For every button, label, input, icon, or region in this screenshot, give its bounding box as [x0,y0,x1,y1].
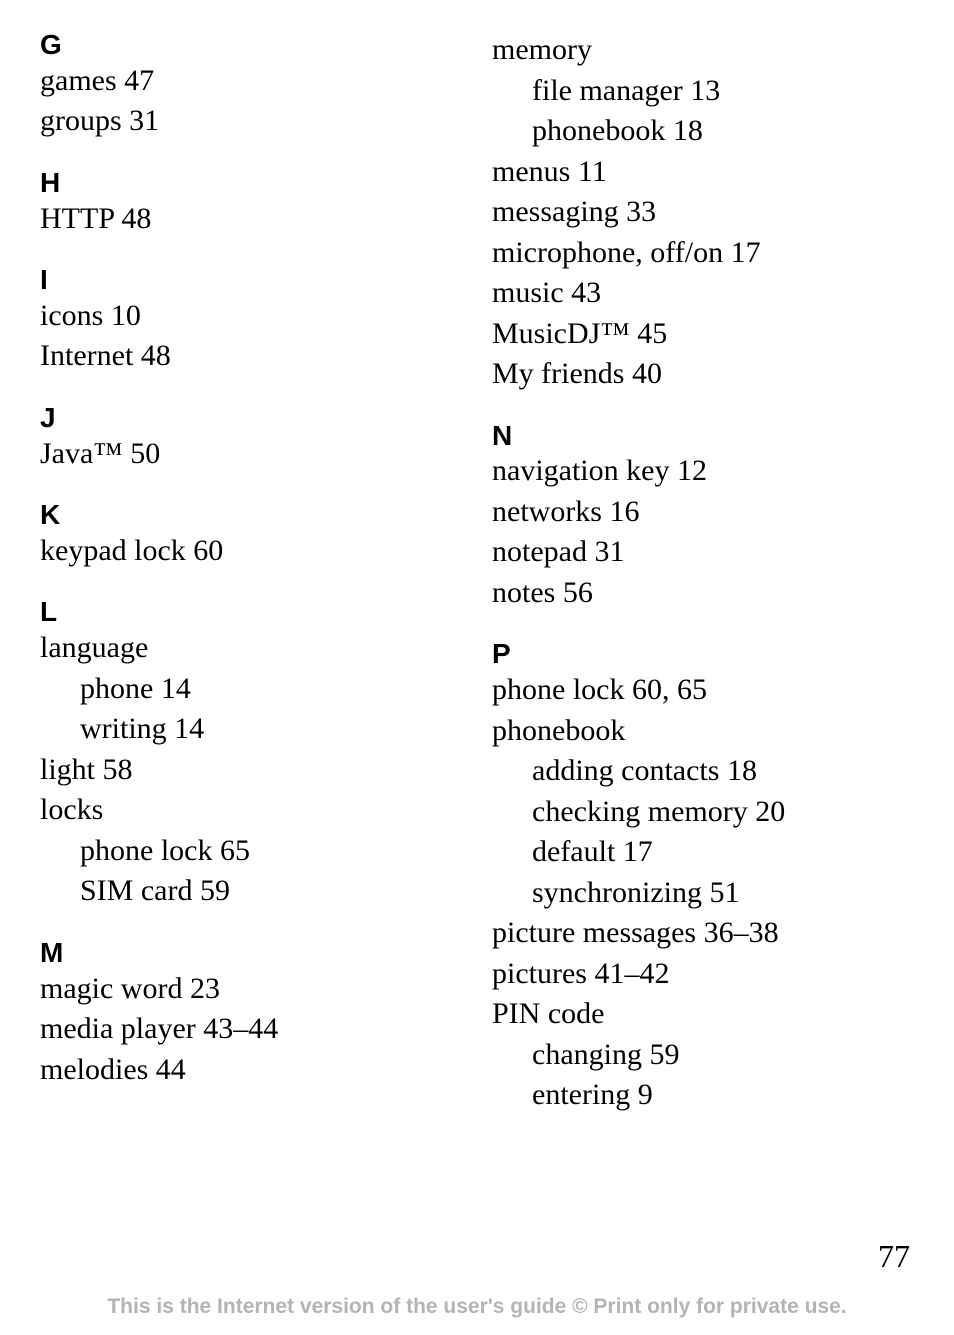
section-m: M magic word 23 media player 43–44 melod… [40,938,462,1090]
index-entry: locks [40,790,462,831]
index-subentry: adding contacts 18 [492,751,914,792]
index-entry: My friends 40 [492,354,914,395]
index-entry: icons 10 [40,296,462,337]
index-subentry: writing 14 [40,709,462,750]
heading-k: K [40,500,462,531]
index-subentry: checking memory 20 [492,792,914,833]
index-entry: Internet 48 [40,336,462,377]
index-entry: pictures 41–42 [492,954,914,995]
section-i: I icons 10 Internet 48 [40,265,462,377]
right-column: memory file manager 13 phonebook 18 menu… [482,30,914,1142]
index-entry: phonebook [492,711,914,752]
section-n: N navigation key 12 networks 16 notepad … [492,421,914,614]
index-subentry: default 17 [492,832,914,873]
left-column: G games 47 groups 31 H HTTP 48 I icons 1… [40,30,482,1142]
index-entry: messaging 33 [492,192,914,233]
heading-p: P [492,639,914,670]
index-subentry: changing 59 [492,1035,914,1076]
heading-n: N [492,421,914,452]
index-entry: HTTP 48 [40,199,462,240]
index-entry: magic word 23 [40,969,462,1010]
page-number: 77 [878,1238,910,1275]
index-entry: media player 43–44 [40,1009,462,1050]
index-entry: notepad 31 [492,532,914,573]
heading-m: M [40,938,462,969]
index-subentry: SIM card 59 [40,871,462,912]
section-k: K keypad lock 60 [40,500,462,571]
index-entry: Java™ 50 [40,434,462,475]
section-l: L language phone 14 writing 14 light 58 … [40,597,462,911]
index-entry: phone lock 60, 65 [492,670,914,711]
section-m-continued: memory file manager 13 phonebook 18 menu… [492,30,914,395]
index-entry: games 47 [40,61,462,102]
index-entry: PIN code [492,994,914,1035]
heading-i: I [40,265,462,296]
index-entry: notes 56 [492,573,914,614]
index-entry: networks 16 [492,492,914,533]
heading-j: J [40,403,462,434]
section-p: P phone lock 60, 65 phonebook adding con… [492,639,914,1115]
index-entry: light 58 [40,750,462,791]
index-entry: language [40,628,462,669]
index-entry: groups 31 [40,101,462,142]
index-entry: menus 11 [492,152,914,193]
footer-text: This is the Internet version of the user… [0,1295,954,1319]
index-subentry: entering 9 [492,1075,914,1116]
index-subentry: synchronizing 51 [492,873,914,914]
index-subentry: phonebook 18 [492,111,914,152]
index-subentry: phone 14 [40,669,462,710]
section-g: G games 47 groups 31 [40,30,462,142]
index-page: G games 47 groups 31 H HTTP 48 I icons 1… [0,0,954,1142]
section-j: J Java™ 50 [40,403,462,474]
index-entry: keypad lock 60 [40,531,462,572]
index-entry: picture messages 36–38 [492,913,914,954]
index-entry: melodies 44 [40,1050,462,1091]
section-h: H HTTP 48 [40,168,462,239]
heading-g: G [40,30,462,61]
index-entry: memory [492,30,914,71]
heading-h: H [40,168,462,199]
heading-l: L [40,597,462,628]
index-entry: MusicDJ™ 45 [492,314,914,355]
index-entry: microphone, off/on 17 [492,233,914,274]
index-entry: music 43 [492,273,914,314]
index-entry: navigation key 12 [492,451,914,492]
index-subentry: phone lock 65 [40,831,462,872]
index-subentry: file manager 13 [492,71,914,112]
